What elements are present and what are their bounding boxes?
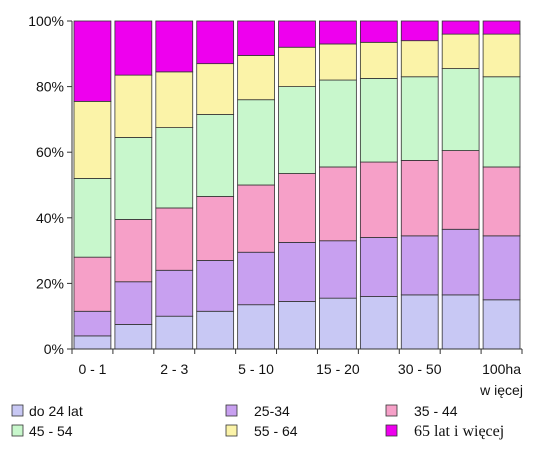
bar-segment-4-6 (196, 20, 235, 65)
y-tick-label: 0% (44, 341, 64, 357)
x-tick-label: 5 - 10 (238, 361, 274, 377)
legend-label-1: do 24 lat (29, 403, 83, 419)
bar-segment-8-4 (359, 78, 398, 163)
bar-segment-7-1 (319, 297, 357, 350)
y-tick-label: 60% (36, 144, 64, 160)
bars-layer (73, 20, 521, 350)
bar-segment-7-4 (319, 79, 357, 168)
y-tick-label: 40% (36, 210, 64, 226)
bar-segment-1-5 (73, 100, 112, 179)
bar-segment-7-2 (319, 240, 357, 299)
legend-label-3: 35 - 44 (414, 403, 458, 419)
bar-segment-5-4 (237, 99, 275, 186)
bar-segment-6-2 (278, 241, 316, 302)
bar-segment-11-4 (482, 76, 521, 168)
bar-segment-11-6 (482, 20, 521, 35)
x-tick-label: 2 - 3 (160, 361, 188, 377)
bar-segment-4-3 (196, 196, 235, 261)
legend-swatch-2 (225, 404, 238, 417)
bar-segment-8-6 (359, 20, 398, 43)
bar-segment-1-1 (73, 335, 112, 350)
bar-segment-6-1 (278, 301, 316, 350)
bar-segment-3-1 (155, 315, 194, 350)
bar-segment-10-2 (441, 228, 480, 296)
bar-segment-10-5 (441, 33, 480, 69)
legend-swatch-1 (11, 404, 24, 417)
bar-segment-8-1 (359, 296, 398, 350)
bar-segment-3-5 (155, 71, 194, 128)
bar-segment-10-4 (441, 68, 480, 151)
bar-segment-11-3 (482, 166, 521, 237)
bar-segment-9-2 (400, 235, 439, 296)
bar-segment-6-4 (278, 86, 316, 174)
bar-segment-2-6 (114, 20, 153, 76)
bar-segment-9-5 (400, 40, 439, 78)
bar-segment-3-3 (155, 207, 194, 271)
y-tick-label: 100% (28, 13, 64, 29)
bar-segment-9-4 (400, 76, 439, 161)
bar-segment-10-1 (441, 294, 480, 350)
x-tick-label: 30 - 50 (398, 361, 442, 377)
x-tick-label: 15 - 20 (316, 361, 360, 377)
bar-segment-6-3 (278, 173, 316, 243)
bar-segment-5-5 (237, 55, 275, 101)
legend: do 24 lat 25-34 35 - 44 45 - 54 55 - 64 65 la… (11, 403, 504, 440)
bar-segment-4-4 (196, 114, 235, 197)
x-tick-label: 100ha (482, 361, 521, 377)
bar-segment-10-3 (441, 150, 480, 230)
bar-segment-1-3 (73, 256, 112, 312)
bar-segment-4-5 (196, 63, 235, 115)
bar-segment-2-3 (114, 219, 153, 283)
bar-segment-2-1 (114, 323, 153, 350)
bar-segment-3-2 (155, 269, 194, 317)
bar-segment-9-1 (400, 294, 439, 350)
bar-segment-8-3 (359, 161, 398, 238)
y-tick-label: 20% (36, 275, 64, 291)
bar-segment-11-1 (482, 299, 521, 350)
bar-segment-8-5 (359, 41, 398, 79)
bar-segment-4-2 (196, 260, 235, 312)
bar-segment-2-5 (114, 74, 153, 138)
legend-swatch-4 (11, 424, 24, 437)
bar-segment-2-2 (114, 281, 153, 325)
legend-swatch-3 (385, 404, 398, 417)
bar-segment-3-4 (155, 127, 194, 209)
bar-segment-1-2 (73, 310, 112, 337)
bar-segment-9-6 (400, 20, 439, 42)
bar-segment-7-5 (319, 43, 357, 81)
bar-segment-4-1 (196, 310, 235, 350)
legend-swatch-6 (385, 424, 398, 437)
bar-segment-8-2 (359, 237, 398, 297)
bar-segment-5-2 (237, 251, 275, 306)
bar-segment-7-3 (319, 166, 357, 242)
axes-layer: 0% 20% 40% 60% 80% 100% 0 - 1 2 - 3 5 - 10 15 - 2… (28, 13, 523, 398)
bar-segment-2-4 (114, 137, 153, 220)
legend-label-4: 45 - 54 (29, 423, 73, 439)
bar-segment-1-6 (73, 20, 112, 102)
legend-swatch-5 (225, 424, 238, 437)
x-tick-label: w ięcej (479, 382, 523, 398)
bar-segment-9-3 (400, 159, 439, 237)
legend-label-6: 65 lat i więcej (414, 423, 504, 440)
bar-segment-7-6 (319, 20, 357, 45)
bar-segment-1-4 (73, 178, 112, 258)
bar-segment-5-6 (237, 20, 275, 56)
bar-segment-3-6 (155, 20, 194, 73)
bar-segment-10-6 (441, 20, 480, 35)
bar-segment-6-5 (278, 46, 316, 88)
bar-segment-11-5 (482, 33, 521, 78)
x-tick-label: 0 - 1 (78, 361, 106, 377)
y-tick-label: 80% (36, 79, 64, 95)
legend-label-2: 25-34 (254, 403, 290, 419)
bar-segment-5-3 (237, 184, 275, 253)
bar-segment-6-6 (278, 20, 316, 48)
legend-label-5: 55 - 64 (254, 423, 298, 439)
bar-segment-5-1 (237, 304, 275, 350)
bar-segment-11-2 (482, 235, 521, 301)
